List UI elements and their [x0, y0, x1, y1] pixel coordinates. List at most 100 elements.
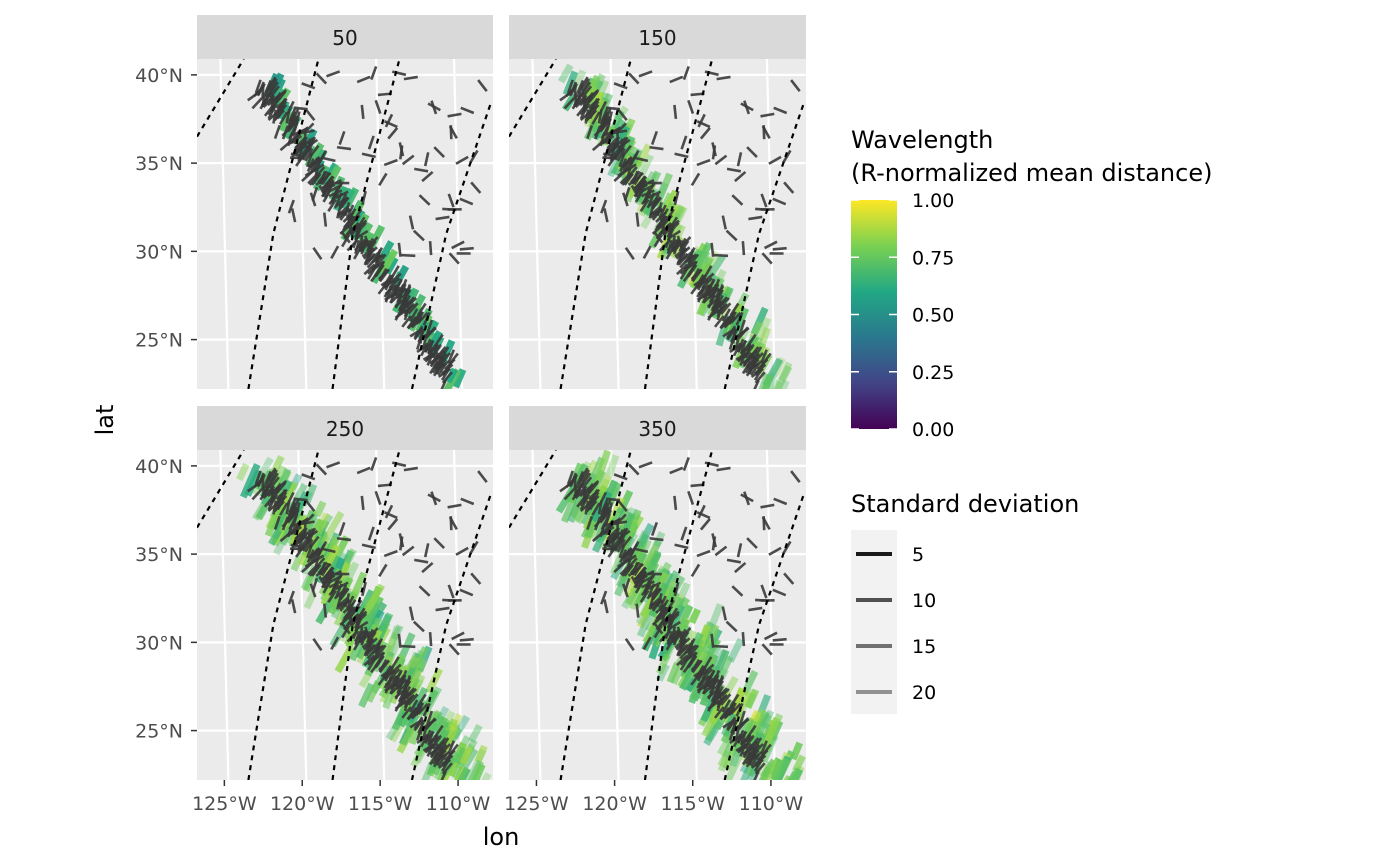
station-segment [587, 97, 601, 109]
station-segment [360, 104, 365, 119]
station-segment [428, 632, 433, 647]
station-segment [606, 528, 619, 541]
x-tick-label: 115°W [660, 793, 725, 815]
station-segment [322, 580, 332, 594]
station-segment [477, 79, 488, 92]
station-segment [622, 548, 631, 563]
station-segment [405, 297, 418, 309]
station-segment [423, 338, 432, 353]
station-segment [336, 145, 352, 151]
station-segment [710, 242, 715, 257]
station-segment [448, 252, 460, 265]
station-segment [680, 642, 693, 654]
station-segment [321, 547, 336, 554]
station-segment [720, 302, 732, 315]
station-segment [674, 637, 687, 649]
station-segment [629, 561, 641, 575]
facet-strip [197, 406, 493, 450]
station-segment [429, 751, 439, 766]
station-segment [640, 580, 655, 589]
station-segment [391, 70, 407, 77]
wavelength-segment [716, 655, 734, 681]
station-segment [714, 545, 728, 557]
station-segment [730, 719, 739, 734]
station-segment [356, 75, 371, 84]
station-segment [375, 651, 386, 666]
station-segment [783, 572, 795, 585]
station-segment [707, 698, 717, 712]
station-segment [268, 472, 279, 486]
station-segment [721, 308, 732, 322]
station-segment [724, 310, 736, 324]
station-segment [389, 272, 402, 284]
gridline-major-x [375, 59, 386, 389]
station-segment [703, 265, 713, 279]
dashed-curve-2 [559, 59, 632, 389]
station-segment [246, 91, 260, 102]
station-segment [613, 82, 628, 90]
wavelength-segment [688, 672, 707, 705]
station-segment [403, 697, 411, 712]
wavelength-segment [636, 183, 650, 203]
station-segment [559, 482, 573, 493]
station-segment [772, 637, 787, 642]
dashed-curve-4 [410, 100, 493, 389]
station-segment [404, 284, 412, 299]
station-segment [285, 500, 291, 515]
station-segment [679, 266, 690, 280]
station-segment [586, 479, 600, 491]
station-segment [412, 229, 425, 242]
station-segment [603, 152, 618, 158]
station-segment [447, 584, 455, 599]
station-segment [375, 253, 387, 267]
station-segment [360, 630, 372, 644]
gridline-major-x [219, 59, 230, 389]
station-segment [738, 717, 749, 730]
station-segment [353, 246, 363, 260]
wavelength-segment [449, 713, 463, 733]
station-segment [696, 549, 711, 558]
station-segment [387, 127, 399, 140]
facet-panel-350: 350 125°W 120°W 115°W 110°W [504, 406, 806, 815]
x-tick-label: 110°W [739, 793, 804, 815]
station-segment [440, 770, 447, 780]
dashed-curve-3 [331, 59, 401, 389]
station-segment [587, 104, 600, 115]
station-segment [790, 470, 801, 483]
station-segment [306, 158, 315, 173]
wavelength-segment [311, 518, 325, 535]
station-segment [627, 175, 641, 186]
station-segment [374, 99, 382, 114]
station-segment [308, 535, 320, 549]
station-segment [600, 107, 609, 122]
station-segment [312, 637, 323, 651]
wavelength-segment [789, 741, 803, 761]
dashed-curve-2 [247, 59, 320, 389]
station-segment [773, 497, 788, 506]
wavelength-segment [583, 472, 597, 491]
station-segment [640, 583, 652, 596]
station-segment [384, 679, 392, 694]
y-tick-label: 35°N [135, 153, 183, 175]
station-segment [288, 516, 298, 530]
station-segment [606, 137, 619, 150]
station-segment [384, 276, 393, 291]
station-segment [750, 753, 761, 767]
station-segment [697, 667, 705, 682]
station-segment [367, 251, 381, 263]
station-segment [642, 245, 652, 259]
station-segment [687, 99, 695, 114]
station-segment [315, 566, 329, 577]
station-segment [649, 205, 662, 217]
station-segment [305, 528, 315, 542]
wavelength-segment [303, 483, 318, 503]
station-segment [633, 156, 649, 163]
station-segment [346, 208, 357, 222]
station-segment [563, 97, 576, 110]
station-segment [628, 463, 640, 476]
station-segment [402, 294, 412, 309]
station-segment [658, 595, 667, 610]
station-segment [695, 665, 705, 679]
wavelength-segment [334, 645, 355, 674]
